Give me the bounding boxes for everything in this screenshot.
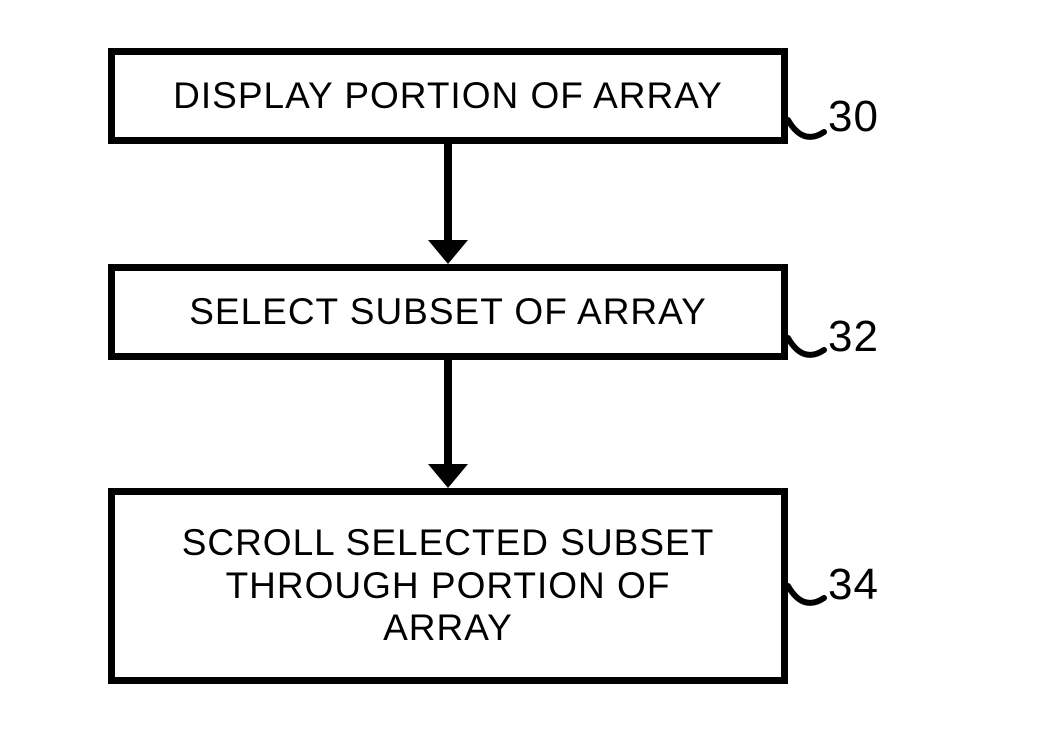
- flow-node-select-subset: SELECT SUBSET OF ARRAY: [108, 264, 788, 360]
- flow-edge-arrowhead: [428, 240, 468, 264]
- flowchart-canvas: DISPLAY PORTION OF ARRAY 30 SELECT SUBSE…: [0, 0, 1048, 752]
- flow-node-display-portion: DISPLAY PORTION OF ARRAY: [108, 48, 788, 144]
- flow-edge-line: [444, 360, 452, 464]
- ref-number-text: 32: [828, 312, 879, 361]
- ref-number-30: 30: [828, 92, 879, 142]
- flow-node-label: DISPLAY PORTION OF ARRAY: [173, 75, 723, 118]
- flow-node-label: SCROLL SELECTED SUBSET THROUGH PORTION O…: [182, 522, 715, 650]
- flow-edge-arrowhead: [428, 464, 468, 488]
- ref-number-text: 34: [828, 560, 879, 609]
- flow-edge-line: [444, 144, 452, 244]
- ref-number-text: 30: [828, 92, 879, 141]
- flow-node-scroll-selected: SCROLL SELECTED SUBSET THROUGH PORTION O…: [108, 488, 788, 684]
- ref-number-32: 32: [828, 312, 879, 362]
- ref-number-34: 34: [828, 560, 879, 610]
- flow-node-label: SELECT SUBSET OF ARRAY: [189, 291, 707, 334]
